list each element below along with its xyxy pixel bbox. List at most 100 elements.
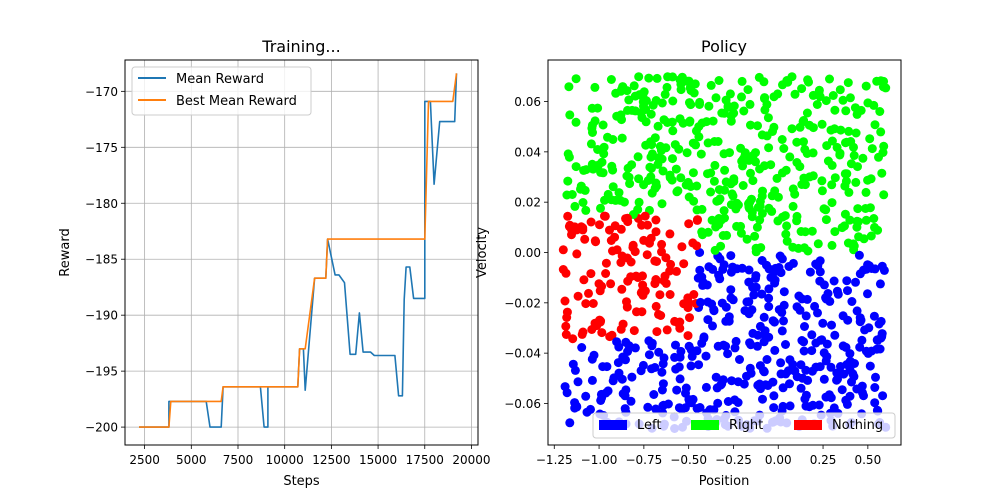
scatter-point-right: [830, 173, 840, 183]
scatter-point-left: [847, 297, 857, 306]
scatter-point-right: [706, 80, 716, 90]
x-tick-label: 15000: [359, 453, 397, 467]
scatter-point-left: [713, 398, 723, 408]
axes-frame: [124, 59, 479, 446]
scatter-point-left: [833, 289, 843, 299]
scatter-point-right: [627, 160, 637, 170]
scatter-point-right: [668, 126, 678, 136]
scatter-point-left: [781, 369, 791, 379]
scatter-point-right: [750, 231, 760, 241]
scatter-point-left: [744, 265, 754, 275]
scatter-point-right: [710, 245, 720, 255]
scatter-point-left: [565, 418, 575, 428]
scatter-point-right: [827, 180, 837, 190]
scatter-point-right: [747, 194, 756, 204]
scatter-point-left: [742, 297, 752, 307]
scatter-point-right: [827, 198, 837, 208]
scatter-point-right: [722, 230, 732, 240]
scatter-point-left: [819, 280, 829, 290]
scatter-point-left: [867, 346, 876, 356]
scatter-point-left: [675, 352, 685, 362]
scatter-point-left: [621, 355, 630, 365]
scatter-point-left: [636, 366, 646, 376]
scatter-point-right: [826, 125, 836, 135]
scatter-point-nothing: [561, 330, 571, 339]
scatter-point-left: [855, 269, 865, 279]
scatter-point-right: [838, 95, 848, 105]
scatter-point-nothing: [600, 211, 609, 221]
scatter-point-nothing: [568, 334, 578, 344]
scatter-point-nothing: [578, 223, 588, 233]
scatter-point-right: [676, 85, 686, 95]
scatter-point-right: [709, 176, 719, 186]
scatter-point-right: [623, 105, 632, 115]
scatter-point-nothing: [652, 257, 662, 266]
scatter-point-right: [828, 91, 838, 100]
scatter-point-left: [587, 375, 597, 385]
scatter-point-right: [656, 146, 666, 155]
scatter-point-left: [776, 358, 786, 368]
scatter-point-nothing: [661, 253, 671, 263]
scatter-point-nothing: [601, 269, 611, 278]
scatter-point-left: [695, 248, 705, 257]
legend-box: [592, 412, 896, 439]
scatter-point-nothing: [617, 284, 627, 294]
x-tick-label: −1.00: [581, 453, 618, 467]
scatter-point-right: [849, 142, 858, 152]
scatter-point-right: [729, 174, 739, 184]
training-chart: Training... 2500 5000 7500 10000 12500 15000 1…: [58, 37, 491, 489]
scatter-point-left: [875, 279, 885, 289]
scatter-point-right: [843, 238, 853, 248]
scatter-point-right: [808, 90, 818, 100]
scatter-point-nothing: [618, 319, 628, 329]
scatter-point-nothing: [610, 221, 620, 231]
scatter-point-right: [598, 120, 608, 130]
scatter-point-left: [613, 358, 623, 368]
scatter-point-nothing: [572, 249, 582, 259]
policy-chart: Policy −1.25 −1.00 −0.75 −0.50 −0.25 0.00 0.25…: [475, 37, 902, 489]
scatter-point-right: [842, 169, 852, 179]
grid: [125, 60, 478, 445]
scatter-point-nothing: [606, 279, 616, 289]
scatter-point-left: [762, 260, 771, 270]
y-tick-label: −195: [85, 365, 118, 379]
scatter-point-nothing: [622, 302, 632, 312]
scatter-point-left: [753, 380, 763, 390]
x-tick-label: 17500: [406, 453, 444, 467]
scatter-point-right: [695, 97, 705, 107]
scatter-point-right: [624, 95, 634, 105]
scatter-point-nothing: [561, 268, 571, 278]
scatter-point-left: [748, 282, 758, 292]
scatter-point-right: [646, 137, 656, 147]
legend-box: [131, 66, 312, 116]
scatter-point-right: [580, 185, 590, 195]
scatter-point-right: [879, 190, 889, 200]
scatter-point-nothing: [586, 269, 596, 279]
scatter-point-nothing: [677, 242, 687, 252]
scatter-point-right: [737, 156, 747, 166]
scatter-point-right: [739, 106, 749, 116]
scatter-point-left: [658, 401, 668, 411]
scatter-point-right: [841, 106, 851, 116]
scatter-point-left: [826, 362, 836, 372]
scatter-point-left: [627, 372, 637, 382]
scatter-point-nothing: [623, 217, 633, 227]
scatter-point-right: [562, 190, 572, 200]
scatter-point-right: [641, 117, 651, 127]
scatter-point-right: [732, 221, 742, 231]
legend-swatch-nothing: [794, 420, 822, 430]
scatter-point-right: [854, 232, 864, 242]
scatter-point-right: [844, 126, 854, 136]
scatter-point-right: [752, 222, 762, 232]
scatter-point-left: [795, 305, 805, 315]
scatter-point-left: [842, 276, 852, 286]
scatter-point-right: [827, 240, 837, 250]
scatter-point-left: [702, 280, 712, 290]
scatter-point-right: [662, 82, 672, 92]
scatter-point-right: [594, 160, 604, 170]
scatter-point-right: [782, 221, 792, 231]
scatter-point-left: [876, 333, 886, 343]
scatter-point-left: [701, 351, 711, 361]
scatter-point-left: [675, 374, 685, 384]
scatter-point-right: [652, 73, 662, 83]
